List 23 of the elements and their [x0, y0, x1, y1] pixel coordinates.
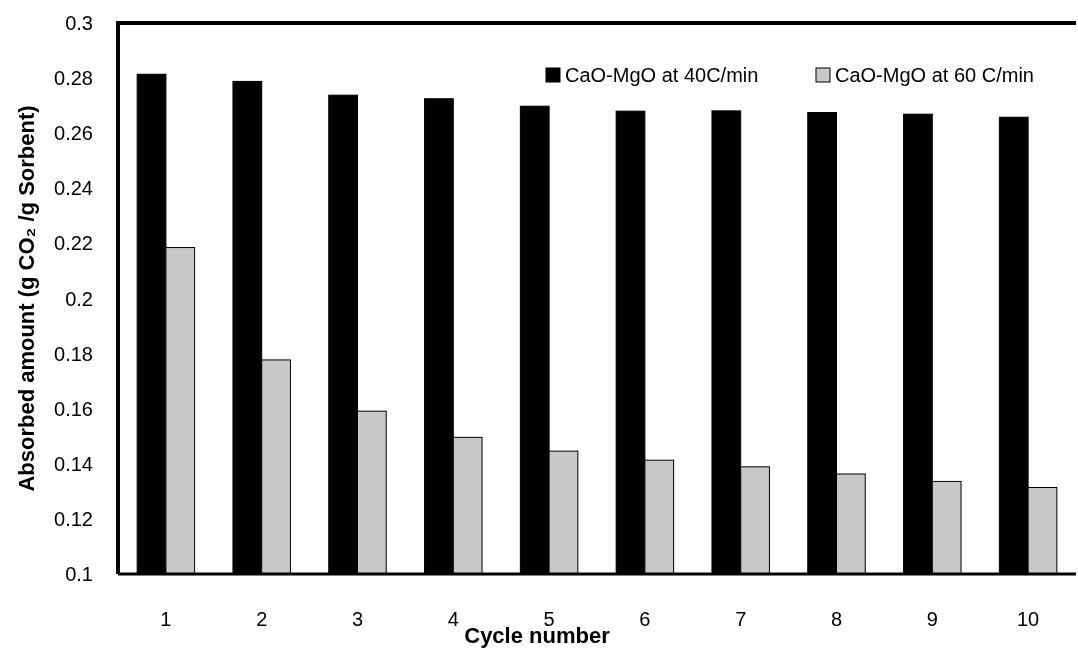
x-tick-label: 10	[1016, 608, 1040, 630]
legend-label: CaO-MgO at 60 C/min	[835, 64, 1034, 86]
x-tick-label: 3	[351, 608, 364, 630]
x-tick-label: 2	[256, 608, 268, 630]
y-axis-title: Absorbed amount (g CO₂ /g Sorbent)	[14, 105, 39, 492]
y-tick-label: 0.22	[54, 232, 93, 255]
x-tick-label: 4	[447, 608, 459, 630]
x-tick-label: 6	[639, 608, 651, 630]
y-tick-label: 0.26	[54, 122, 93, 145]
x-tick-label: 9	[926, 608, 938, 630]
y-tick-label: 0.14	[54, 452, 93, 475]
y-tick-label: 0.1	[65, 563, 93, 585]
y-tick-label: 0.12	[54, 507, 93, 530]
y-tick-label: 0.3	[65, 12, 93, 34]
x-tick-label: 8	[830, 608, 843, 630]
y-tick-label: 0.24	[54, 177, 93, 200]
y-tick-label: 0.28	[54, 67, 93, 90]
y-tick-label: 0.16	[54, 397, 93, 420]
legend-label: CaO-MgO at 40C/min	[565, 64, 759, 86]
y-tick-label: 0.2	[65, 287, 93, 310]
x-tick-label: 1	[160, 608, 172, 630]
y-tick-label: 0.18	[54, 342, 93, 365]
x-tick-label: 7	[735, 608, 747, 630]
